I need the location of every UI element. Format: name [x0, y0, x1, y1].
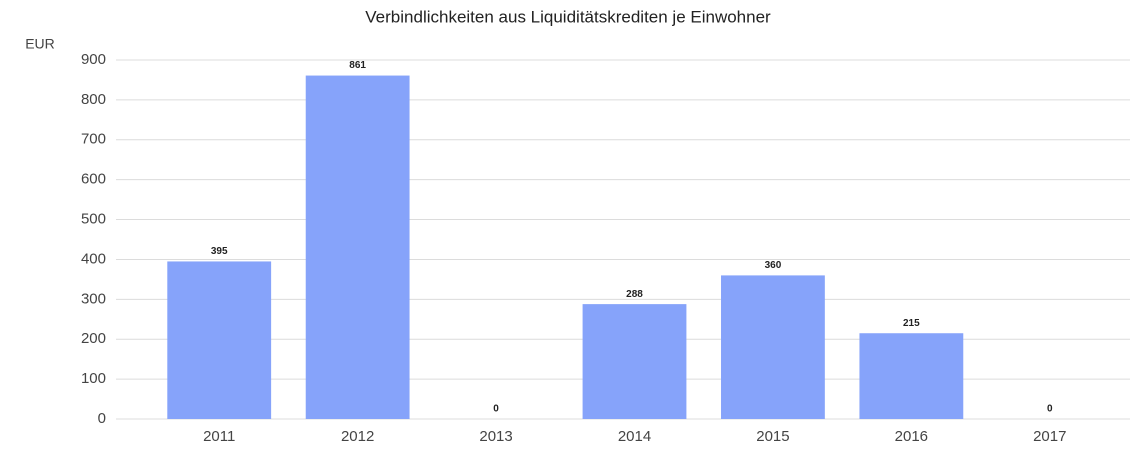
data-label: 215 — [903, 318, 920, 329]
y-axis-label: EUR — [25, 36, 55, 52]
data-label: 0 — [1047, 404, 1053, 415]
x-tick-label: 2017 — [1033, 428, 1066, 445]
data-label: 395 — [211, 246, 228, 257]
x-tick-label: 2011 — [203, 428, 235, 445]
bar — [859, 333, 964, 419]
x-tick-label: 2016 — [895, 428, 928, 445]
y-tick-label: 0 — [98, 410, 106, 427]
data-label: 0 — [493, 404, 499, 415]
x-tick-label: 2013 — [479, 428, 512, 445]
data-label: 360 — [765, 260, 782, 271]
y-tick-label: 700 — [81, 131, 106, 148]
y-tick-label: 600 — [81, 171, 106, 188]
y-tick-label: 900 — [81, 51, 106, 68]
y-tick-label: 800 — [81, 91, 106, 108]
x-tick-label: 2014 — [618, 428, 651, 445]
bar — [167, 261, 272, 419]
data-label: 288 — [626, 289, 643, 300]
data-label: 861 — [349, 60, 366, 71]
y-tick-label: 200 — [81, 330, 106, 347]
bar — [305, 75, 410, 419]
y-tick-label: 100 — [81, 370, 106, 387]
y-tick-label: 400 — [81, 250, 106, 267]
y-tick-label: 300 — [81, 290, 106, 307]
y-tick-label: 500 — [81, 211, 106, 228]
bar — [582, 304, 687, 419]
bar — [721, 275, 825, 419]
x-tick-label: 2012 — [341, 428, 374, 445]
x-tick-label: 2015 — [756, 428, 789, 445]
chart-title: Verbindlichkeiten aus Liquiditätskredite… — [365, 7, 771, 26]
